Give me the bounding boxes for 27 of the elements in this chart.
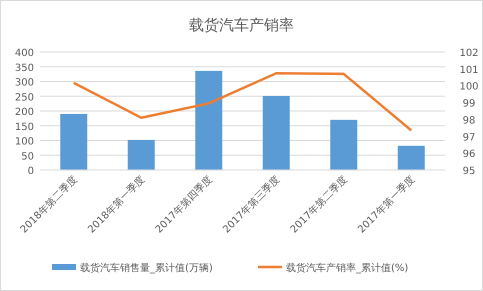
y2-tick-label: 96 <box>462 149 476 160</box>
bar <box>262 96 290 170</box>
chart-title: 载货汽车产销率 <box>189 16 294 34</box>
y-tick-label: 350 <box>14 62 34 74</box>
y2-tick-label: 99 <box>462 98 476 110</box>
bar <box>398 146 425 170</box>
legend-label: 载货汽车销售量_累计值(万辆) <box>80 262 213 274</box>
y-tick-label: 250 <box>14 92 34 104</box>
y-tick-label: 300 <box>14 78 34 88</box>
y2-tick-label: 98 <box>462 115 476 126</box>
bar <box>195 70 222 170</box>
y-tick-label: 150 <box>14 122 34 133</box>
y-tick-label: 400 <box>14 48 34 59</box>
y2-tick-label: 97 <box>462 132 476 144</box>
legend-label: 载货汽车产销率_累计值(%) <box>286 262 408 274</box>
y2-tick-label: 101 <box>459 64 479 76</box>
y-tick-label: 100 <box>14 136 34 148</box>
line-series <box>72 72 412 132</box>
bar <box>60 114 88 170</box>
y-tick-label: 200 <box>14 107 34 118</box>
y-tick-label: 50 <box>21 151 34 162</box>
y2-tick-label: 100 <box>459 82 479 93</box>
bar <box>330 120 358 170</box>
y2-tick-label: 102 <box>459 48 479 59</box>
y-tick-label: 0 <box>28 166 34 177</box>
bar <box>128 140 155 170</box>
y2-tick-label: 95 <box>462 166 476 177</box>
